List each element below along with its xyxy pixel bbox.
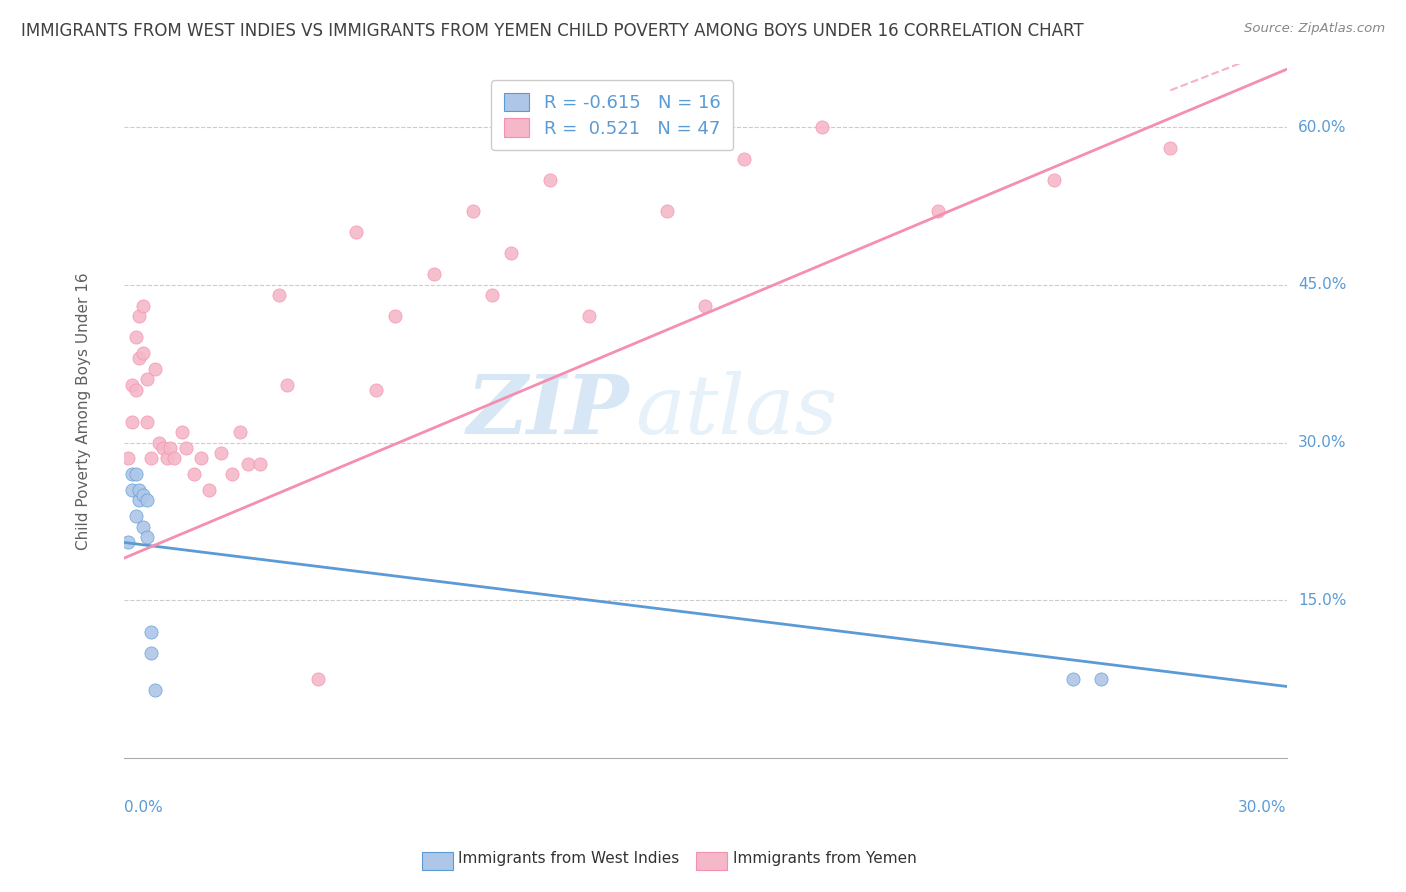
Point: [384, 310, 406, 324]
Point: [183, 467, 205, 481]
Point: [174, 441, 197, 455]
Text: 60.0%: 60.0%: [1298, 120, 1347, 135]
Point: [148, 435, 170, 450]
Point: [136, 415, 159, 429]
Point: [136, 493, 159, 508]
Point: [121, 467, 143, 481]
Point: [198, 483, 221, 497]
Point: [132, 299, 155, 313]
Point: [501, 246, 523, 260]
Point: [364, 383, 387, 397]
Point: [139, 624, 162, 639]
Point: [139, 646, 162, 660]
Point: [538, 172, 561, 186]
Point: [481, 288, 503, 302]
Point: [132, 519, 155, 533]
Text: 15.0%: 15.0%: [1298, 593, 1347, 607]
Point: [236, 457, 259, 471]
Point: [170, 425, 193, 439]
Point: [578, 310, 600, 324]
Text: Immigrants from West Indies: Immigrants from West Indies: [458, 851, 679, 865]
Point: [190, 451, 212, 466]
Text: Child Poverty Among Boys Under 16: Child Poverty Among Boys Under 16: [76, 272, 91, 549]
Text: ZIP: ZIP: [467, 371, 630, 451]
Point: [1043, 172, 1066, 186]
Point: [155, 451, 177, 466]
Point: [159, 441, 181, 455]
Point: [143, 682, 166, 697]
Point: [423, 268, 446, 282]
Point: [128, 310, 150, 324]
Point: [124, 383, 146, 397]
Point: [810, 120, 832, 135]
Point: [117, 451, 139, 466]
Point: [346, 225, 368, 239]
Point: [124, 330, 146, 344]
Text: atlas: atlas: [636, 371, 838, 451]
Text: IMMIGRANTS FROM WEST INDIES VS IMMIGRANTS FROM YEMEN CHILD POVERTY AMONG BOYS UN: IMMIGRANTS FROM WEST INDIES VS IMMIGRANT…: [21, 22, 1084, 40]
Point: [128, 483, 150, 497]
Point: [152, 441, 174, 455]
Point: [139, 451, 162, 466]
Text: 45.0%: 45.0%: [1298, 277, 1347, 293]
Point: [1090, 672, 1112, 686]
Point: [121, 483, 143, 497]
Text: 30.0%: 30.0%: [1239, 800, 1286, 815]
Point: [128, 351, 150, 366]
Point: [229, 425, 252, 439]
Point: [733, 152, 755, 166]
Point: [136, 372, 159, 386]
Text: Immigrants from Yemen: Immigrants from Yemen: [733, 851, 917, 865]
Point: [136, 530, 159, 544]
Text: 0.0%: 0.0%: [124, 800, 163, 815]
Point: [307, 672, 329, 686]
Point: [143, 362, 166, 376]
Point: [267, 288, 290, 302]
Point: [132, 488, 155, 502]
Point: [695, 299, 717, 313]
Point: [124, 467, 146, 481]
Point: [121, 377, 143, 392]
Text: Source: ZipAtlas.com: Source: ZipAtlas.com: [1244, 22, 1385, 36]
Point: [163, 451, 186, 466]
Point: [121, 415, 143, 429]
Point: [221, 467, 243, 481]
Point: [132, 346, 155, 360]
Point: [1062, 672, 1084, 686]
Point: [117, 535, 139, 549]
Point: [1159, 141, 1181, 155]
Point: [276, 377, 298, 392]
Point: [124, 509, 146, 524]
Point: [461, 204, 484, 219]
Point: [128, 493, 150, 508]
Text: 30.0%: 30.0%: [1298, 435, 1347, 450]
Legend: R = -0.615   N = 16, R =  0.521   N = 47: R = -0.615 N = 16, R = 0.521 N = 47: [491, 80, 733, 151]
Point: [655, 204, 678, 219]
Point: [927, 204, 949, 219]
Point: [209, 446, 232, 460]
Point: [249, 457, 271, 471]
